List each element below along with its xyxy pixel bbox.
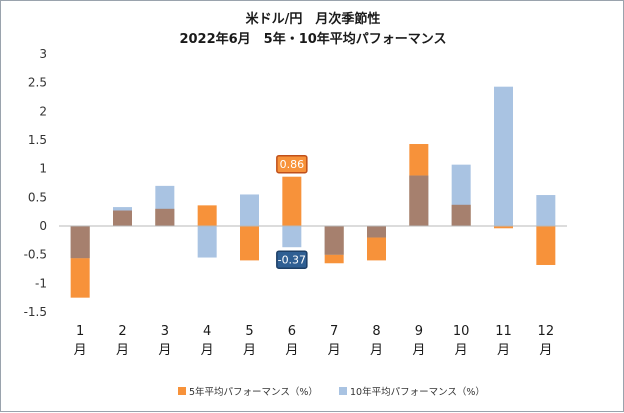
bars bbox=[70, 86, 556, 298]
x-tick-label-suffix: 月 bbox=[412, 343, 425, 358]
data-label: -0.37 bbox=[278, 254, 306, 267]
x-tick-label: 8 bbox=[372, 324, 380, 339]
y-tick-label: -1.5 bbox=[24, 305, 47, 319]
bar-10yr bbox=[197, 226, 217, 258]
x-tick-label: 1 bbox=[76, 324, 84, 339]
y-tick-label: 3 bbox=[39, 47, 47, 61]
bar-5yr bbox=[282, 176, 302, 226]
x-axis: 1 月 2 月 3 月 4 月 5 月 6 月 7 月 8 月 9 月 10 月 11 月 12 月 bbox=[74, 324, 554, 358]
legend-swatch bbox=[178, 387, 186, 395]
y-tick-label: 0 bbox=[39, 219, 47, 233]
chart-title: 米ドル/円 月次季節性 bbox=[246, 11, 381, 27]
y-tick-label: 1 bbox=[39, 162, 47, 176]
bar-overlap bbox=[367, 226, 386, 238]
bar-overlap bbox=[409, 175, 429, 226]
bar-overlap bbox=[324, 226, 344, 255]
bar-5yr bbox=[494, 226, 513, 229]
legend-swatch bbox=[339, 387, 347, 395]
y-tick-label: -1 bbox=[35, 276, 47, 290]
data-label: 0.86 bbox=[280, 158, 305, 171]
bar-5yr bbox=[197, 205, 217, 226]
data-label-box bbox=[276, 154, 308, 174]
x-tick-label: 11 bbox=[495, 324, 512, 339]
chart-subtitle: 2022年6月 5年・10年平均パフォーマンス bbox=[179, 31, 446, 47]
x-tick-label: 6 bbox=[288, 324, 296, 339]
x-tick-label-suffix: 月 bbox=[370, 343, 383, 358]
y-axis: -1.5 -1 -0.5 0 0.5 1 1.5 2 2.5 3 bbox=[24, 47, 47, 319]
x-tick-label-suffix: 月 bbox=[455, 343, 468, 358]
callouts: 0.86 -0.37 bbox=[276, 154, 308, 269]
bar-10yr bbox=[240, 194, 259, 226]
x-tick-label: 4 bbox=[203, 324, 211, 339]
legend: 5年平均パフォーマンス（%） 10年平均パフォーマンス（%） bbox=[178, 386, 485, 398]
x-tick-label-suffix: 月 bbox=[539, 343, 552, 358]
bar-overlap bbox=[113, 210, 132, 226]
bar-overlap bbox=[70, 226, 90, 259]
x-tick-label: 2 bbox=[118, 324, 126, 339]
bar-5yr bbox=[536, 226, 556, 265]
bar-overlap bbox=[155, 208, 175, 226]
bar-10yr bbox=[494, 86, 513, 227]
y-tick-label: 0.5 bbox=[28, 190, 47, 204]
legend-label: 10年平均パフォーマンス（%） bbox=[350, 386, 485, 398]
y-tick-label: 1.5 bbox=[28, 133, 47, 147]
x-tick-label: 3 bbox=[161, 324, 169, 339]
x-tick-label: 12 bbox=[538, 324, 555, 339]
legend-label: 5年平均パフォーマンス（%） bbox=[189, 386, 318, 398]
x-tick-label-suffix: 月 bbox=[243, 343, 256, 358]
data-label-box bbox=[276, 250, 308, 269]
y-tick-label: 2.5 bbox=[28, 76, 47, 90]
x-tick-label-suffix: 月 bbox=[74, 343, 87, 358]
x-tick-label: 5 bbox=[245, 324, 253, 339]
bar-10yr bbox=[536, 195, 556, 226]
x-tick-label-suffix: 月 bbox=[497, 343, 510, 358]
bar-overlap bbox=[451, 204, 471, 226]
x-tick-label-suffix: 月 bbox=[328, 343, 341, 358]
x-tick-label-suffix: 月 bbox=[285, 343, 298, 358]
x-tick-label: 9 bbox=[415, 324, 423, 339]
y-tick-label: -0.5 bbox=[24, 248, 47, 262]
bar-5yr bbox=[240, 226, 259, 261]
x-tick-label-suffix: 月 bbox=[158, 343, 171, 358]
x-tick-label: 10 bbox=[453, 324, 470, 339]
x-tick-label: 7 bbox=[330, 324, 338, 339]
x-tick-label-suffix: 月 bbox=[116, 343, 129, 358]
x-tick-label-suffix: 月 bbox=[201, 343, 214, 358]
bar-10yr bbox=[282, 226, 302, 248]
y-tick-label: 2 bbox=[39, 104, 47, 118]
